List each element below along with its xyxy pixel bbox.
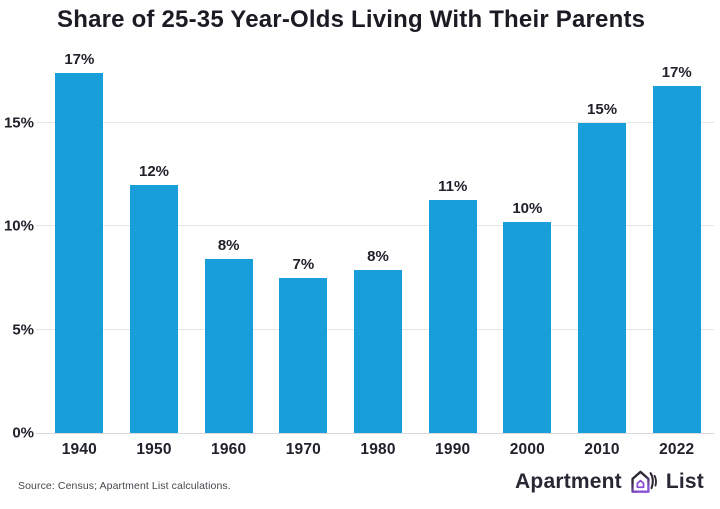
plot-area: 17% 12% 8% 7% 8% 11% 10% 15% 17% xyxy=(36,51,714,434)
y-tick-label: 5% xyxy=(12,321,34,339)
x-axis-line xyxy=(36,433,714,434)
bar-slot: 17% xyxy=(639,61,714,433)
bar-slot: 7% xyxy=(266,61,341,433)
bar-value-label: 8% xyxy=(367,247,389,265)
bar-1940: 17% xyxy=(55,51,104,433)
bar-value-label: 8% xyxy=(217,237,240,255)
y-tick-label: 0% xyxy=(12,424,34,442)
bar-slot: 8% xyxy=(191,61,266,433)
bar-1980: 8% xyxy=(354,248,403,433)
x-axis-labels: 1940 1950 1960 1970 1980 1990 2000 2010 2022 xyxy=(42,441,714,459)
bar-value-label: 17% xyxy=(64,51,95,69)
x-tick-label: 1970 xyxy=(285,441,321,458)
x-tick-label: 2010 xyxy=(584,441,620,458)
bar-slot: 17% xyxy=(42,51,117,433)
bar-2010: 15% xyxy=(578,101,627,433)
bar-value-label: 12% xyxy=(138,163,170,180)
bar-value-label: 11% xyxy=(438,177,468,195)
house-list-icon xyxy=(629,466,659,498)
x-tick-label: 2000 xyxy=(509,441,546,458)
x-tick-label: 2022 xyxy=(659,441,695,458)
bar-2000: 10% xyxy=(503,200,552,433)
bar-value-label: 7% xyxy=(292,256,315,273)
bar-slot: 15% xyxy=(565,61,640,433)
bar-slot: 8% xyxy=(341,61,416,433)
y-axis-labels: 0% 5% 10% 15% xyxy=(0,61,34,442)
bar-slot: 11% xyxy=(415,61,490,433)
x-tick-label: 1940 xyxy=(61,441,97,458)
x-tick-label: 1950 xyxy=(136,441,172,458)
bar-2022: 17% xyxy=(652,64,701,433)
y-tick-label: 10% xyxy=(3,217,34,235)
gridline xyxy=(36,122,714,123)
bar-1990: 11% xyxy=(428,178,477,433)
bar-1960: 8% xyxy=(204,237,253,433)
bar-value-label: 10% xyxy=(512,200,543,218)
logo-word-list: List xyxy=(665,470,704,493)
y-tick-label: 15% xyxy=(3,114,34,132)
source-note: Source: Census; Apartment List calculati… xyxy=(18,480,231,492)
bar-value-label: 15% xyxy=(587,101,618,118)
x-tick-label: 1980 xyxy=(360,441,396,458)
bar-1970: 7% xyxy=(279,256,328,433)
gridline xyxy=(36,225,714,227)
bar-1950: 12% xyxy=(130,163,178,433)
logo-word-apartment: Apartment xyxy=(515,470,622,493)
x-tick-label: 1990 xyxy=(435,441,471,458)
bar-slot: 12% xyxy=(117,61,192,433)
bar-slot: 10% xyxy=(490,61,565,433)
chart-title: Share of 25-35 Year-Olds Living With The… xyxy=(57,6,646,33)
bar-value-label: 17% xyxy=(661,63,692,81)
bars-container: 17% 12% 8% 7% 8% 11% 10% 15% 17% xyxy=(42,51,714,433)
x-tick-label: 1960 xyxy=(211,441,247,458)
apartmentlist-logo: Apartment List xyxy=(515,466,704,498)
